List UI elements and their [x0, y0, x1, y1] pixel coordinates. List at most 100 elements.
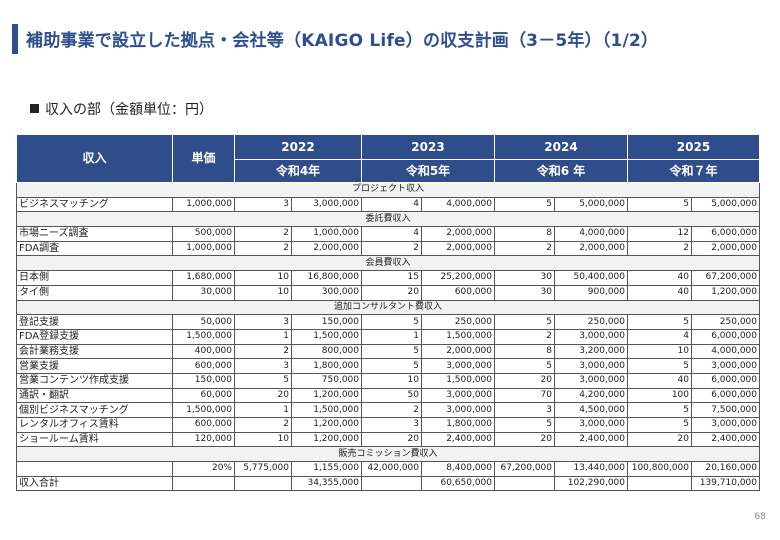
- amount-cell: 1,200,000: [291, 431, 362, 448]
- header-year: 2023: [361, 134, 495, 160]
- unit-price: 120,000: [172, 431, 235, 448]
- table-row: レンタルオフィス賃料 600,000 2 1,200,000 3 1,800,000 5 3,…: [16, 417, 760, 433]
- page-number: 68: [754, 512, 766, 522]
- item-name: 個別ビジネスマッチング: [16, 402, 173, 418]
- quantity-cell: 5: [234, 372, 292, 389]
- amount-cell: 4,000,000: [421, 196, 495, 213]
- unit-price: 50,000: [172, 314, 235, 330]
- quantity-cell: 2: [627, 240, 692, 257]
- amount-cell: 2,000,000: [421, 343, 495, 360]
- quantity-cell: [494, 475, 555, 492]
- quantity-cell: 30: [494, 284, 555, 301]
- quantity-cell: 10: [234, 284, 292, 301]
- unit-price: 30,000: [172, 284, 235, 301]
- quantity-cell: 10: [627, 343, 692, 360]
- quantity-cell: 5: [361, 314, 422, 330]
- table-row: タイ側 30,000 10 300,000 20 600,000 30 900,000 40 1,…: [16, 284, 760, 301]
- header-era: 令和７年: [627, 159, 760, 183]
- item-name: レンタルオフィス賃料: [16, 417, 173, 433]
- total-row: 収入合計 34,355,000 60,650,000 102,290,000 139,7…: [16, 475, 760, 492]
- amount-cell: 1,800,000: [291, 358, 362, 374]
- quantity-cell: 20: [494, 431, 555, 448]
- amount-cell: 6,000,000: [691, 328, 760, 345]
- amount-cell: 250,000: [554, 314, 628, 330]
- amount-cell: 250,000: [421, 314, 495, 330]
- quantity-cell: 2: [494, 240, 555, 257]
- quantity-cell: 2: [361, 402, 422, 418]
- unit-price: 500,000: [172, 226, 235, 242]
- amount-cell: 3,000,000: [554, 372, 628, 389]
- table-row: 20% 5,775,000 1,155,000 42,000,000 8,400,000…: [16, 461, 760, 477]
- header-era: 令和6 年: [494, 159, 628, 183]
- page-title: 補助事業で設立した拠点・会社等（KAIGO Life）の収支計画（3－5年）（1…: [26, 31, 659, 51]
- quantity-cell: 5: [494, 358, 555, 374]
- quantity-cell: 10: [234, 270, 292, 286]
- amount-cell: 2,400,000: [554, 431, 628, 448]
- quantity-cell: 100: [627, 387, 692, 404]
- quantity-cell: 5: [627, 417, 692, 433]
- table-row: 登記支援 50,000 3 150,000 5 250,000 5 250,000 5 250,0…: [16, 314, 760, 330]
- header-income: 収入: [16, 134, 173, 183]
- quantity-cell: 5: [627, 358, 692, 374]
- amount-cell: 1,155,000: [291, 461, 362, 477]
- table-row: 通訳・翻訳 60,000 20 1,200,000 50 3,000,000 70 4,200…: [16, 387, 760, 404]
- quantity-cell: 2: [234, 343, 292, 360]
- item-name: [16, 461, 173, 477]
- unit-price: 600,000: [172, 358, 235, 374]
- amount-cell: 800,000: [291, 343, 362, 360]
- amount-cell: 1,500,000: [291, 402, 362, 418]
- table-row: 個別ビジネスマッチング 1,500,000 1 1,500,000 2 3,000,000…: [16, 402, 760, 418]
- amount-cell: 2,000,000: [421, 240, 495, 257]
- header-year: 2022: [234, 134, 362, 160]
- quantity-cell: 1: [361, 328, 422, 345]
- amount-cell: 50,400,000: [554, 270, 628, 286]
- amount-cell: 1,500,000: [421, 372, 495, 389]
- amount-cell: 25,200,000: [421, 270, 495, 286]
- quantity-cell: 2: [234, 240, 292, 257]
- quantity-cell: 40: [627, 270, 692, 286]
- amount-cell: 4,200,000: [554, 387, 628, 404]
- table-row: 日本側 1,680,000 10 16,800,000 15 25,200,000 30 50…: [16, 270, 760, 286]
- quantity-cell: 4: [361, 226, 422, 242]
- table-body: プロジェクト収入 ビジネスマッチング 1,000,000 3 3,000,000 4 4,0…: [16, 182, 760, 492]
- unit-price: 600,000: [172, 417, 235, 433]
- amount-cell: 300,000: [291, 284, 362, 301]
- quantity-cell: 20: [361, 431, 422, 448]
- quantity-cell: 70: [494, 387, 555, 404]
- header-year: 2024: [494, 134, 628, 160]
- quantity-cell: 2: [494, 328, 555, 345]
- quantity-cell: 5: [627, 402, 692, 418]
- amount-cell: 4,500,000: [554, 402, 628, 418]
- item-name: ショールーム賃料: [16, 431, 173, 448]
- quantity-cell: 10: [361, 372, 422, 389]
- section-title: プロジェクト収入: [16, 182, 760, 198]
- amount-cell: 5,000,000: [554, 196, 628, 213]
- amount-cell: 6,000,000: [691, 372, 760, 389]
- quantity-cell: 5: [361, 343, 422, 360]
- quantity-cell: 5: [494, 196, 555, 213]
- quantity-cell: 5: [627, 314, 692, 330]
- amount-cell: 2,000,000: [421, 226, 495, 242]
- amount-cell: 2,400,000: [691, 431, 760, 448]
- amount-cell: 250,000: [691, 314, 760, 330]
- quantity-cell: 40: [627, 284, 692, 301]
- quantity-cell: 3: [234, 196, 292, 213]
- section-title: 追加コンサルタント費収入: [16, 299, 760, 316]
- amount-cell: 16,800,000: [291, 270, 362, 286]
- item-name: 営業支援: [16, 358, 173, 374]
- amount-cell: 3,000,000: [421, 358, 495, 374]
- quantity-cell: 5: [627, 196, 692, 213]
- item-name: 登記支援: [16, 314, 173, 330]
- amount-cell: 6,000,000: [691, 387, 760, 404]
- amount-cell: 150,000: [291, 314, 362, 330]
- amount-cell: 3,200,000: [554, 343, 628, 360]
- quantity-cell: 2: [234, 417, 292, 433]
- section-title: 会員費収入: [16, 255, 760, 272]
- item-name: 収入合計: [16, 475, 173, 492]
- quantity-cell: 12: [627, 226, 692, 242]
- amount-cell: 13,440,000: [554, 461, 628, 477]
- section-title: 委託費収入: [16, 211, 760, 228]
- amount-cell: 600,000: [421, 284, 495, 301]
- quantity-cell: 2: [234, 226, 292, 242]
- amount-cell: 2,000,000: [291, 240, 362, 257]
